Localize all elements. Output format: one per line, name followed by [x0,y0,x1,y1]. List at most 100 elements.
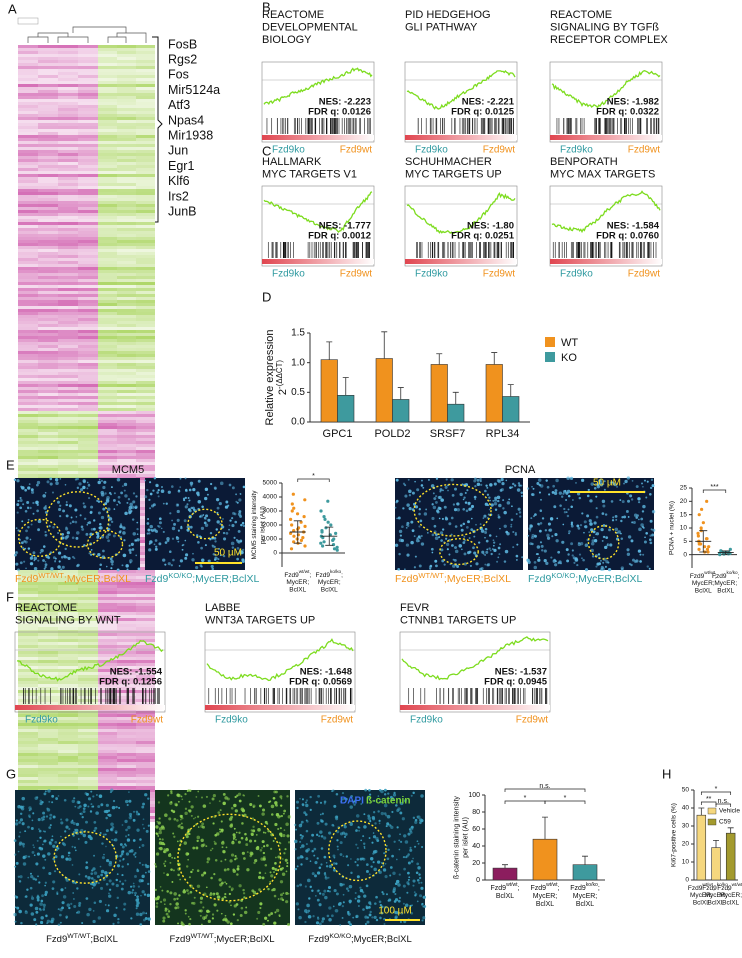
nucleus [92,867,96,871]
nucleus [445,537,448,540]
heatmap-cell [117,381,136,384]
nucleus [241,808,246,813]
nucleus [64,830,67,833]
micrograph [13,788,151,926]
heatmap-cell [78,444,98,447]
nucleus [627,499,631,503]
nucleus [183,841,187,845]
heatmap-cell [117,711,136,714]
nucleus [420,542,425,546]
heatmap-cell [78,474,98,477]
heatmap-cell [117,258,136,261]
nucleus [128,544,131,547]
gsea-rank [15,705,165,710]
nucleus [356,875,360,879]
heatmap-cell [98,282,117,285]
nucleus [158,838,162,841]
gsea-title: HALLMARK [262,156,322,168]
nucleus [382,868,387,872]
heatmap-cell [38,177,58,180]
nucleus [485,484,488,487]
heatmap-cell [38,165,58,168]
heatmap-cell [18,213,38,216]
nucleus [168,550,172,554]
heatmap-cell [38,147,58,150]
heatmap-cell [18,681,38,684]
heatmap-cell [58,582,78,585]
heatmap-cell [78,462,98,465]
heatmap-cell [78,738,98,741]
heatmap-cell [18,231,38,234]
heatmap-cell [136,594,155,597]
heatmap-cell [18,120,38,123]
nucleus [537,558,541,562]
nucleus [569,476,574,480]
nucleus [583,531,585,534]
heatmap-cell [38,636,58,639]
heatmap-cell [58,93,78,96]
nucleus [403,834,407,838]
heatmap-cell [136,396,155,399]
heatmap-cell [78,723,98,726]
nucleus [13,478,17,481]
heatmap-cell [18,48,38,51]
nucleus [146,864,150,869]
nucleus [396,826,399,829]
heatmap-cell [117,393,136,396]
heatmap-cell [58,609,78,612]
heatmap-cell [136,423,155,426]
heatmap-cell [98,732,117,735]
nucleus [191,868,194,871]
heatmap-cell [18,777,38,780]
nucleus [443,505,447,509]
heatmap-cell [38,618,58,621]
heatmap-cell [136,453,155,456]
heatmap-cell [58,768,78,771]
nucleus [196,839,199,843]
heatmap-cell [117,372,136,375]
heatmap-cell [18,309,38,312]
heatmap-cell [78,111,98,114]
heatmap-cell [18,585,38,588]
heatmap-cell [58,243,78,246]
nucleus [216,520,220,524]
nucleus [313,847,317,851]
nucleus [66,531,70,535]
nucleus [435,495,438,498]
nucleus [443,563,446,566]
heatmap-cell [117,672,136,675]
nucleus [638,527,642,532]
nucleus [356,864,359,867]
heatmap-cell [117,663,136,666]
nucleus [40,817,44,820]
nucleus [176,897,179,901]
nucleus [473,535,476,538]
nucleus [454,549,459,554]
heatmap-cell [38,318,58,321]
nucleus [136,895,139,899]
nucleus [158,517,162,521]
nucleus [197,826,200,828]
heatmap-cell [58,198,78,201]
heatmap-cell [117,120,136,123]
nucleus [104,904,107,906]
heatmap-cell [117,357,136,360]
image-label-base: Fzd9 [395,573,419,585]
gsea-title: CTNNB1 TARGETS UP [400,614,516,626]
nucleus [243,910,248,915]
heatmap-cell [98,342,117,345]
image-label: Fzd9WT/WT;MycER;BclXL [15,571,131,585]
heatmap-cell [58,585,78,588]
nucleus [600,565,604,570]
heatmap-cell [18,579,38,582]
nucleus [379,903,382,907]
nucleus [389,795,393,799]
heatmap-cell [78,594,98,597]
nucleus [105,845,107,848]
nucleus [296,865,299,868]
nucleus [106,496,110,500]
heatmap-cell [18,396,38,399]
nucleus [203,915,208,920]
nucleus [231,517,234,520]
